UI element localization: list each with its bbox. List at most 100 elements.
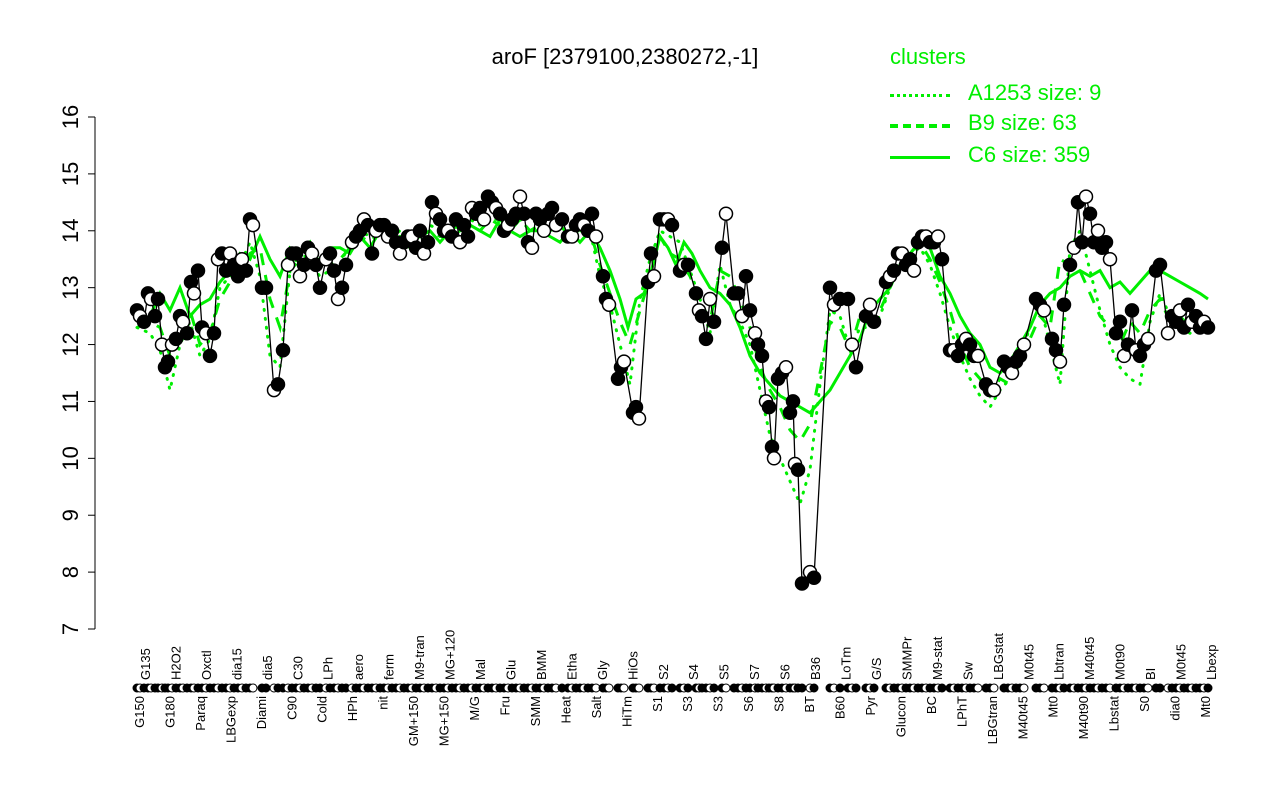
x-tick-label: HPh: [345, 696, 360, 721]
x-tick-label: M9-stat: [930, 636, 945, 680]
data-point: [536, 223, 552, 239]
x-tick-label: Lbexp: [1204, 645, 1219, 680]
data-point: [886, 263, 902, 278]
x-tick-label: HiTm: [619, 696, 634, 727]
condition-marker: [937, 683, 947, 693]
condition-marker: [809, 683, 819, 693]
data-point: [866, 314, 882, 330]
x-tick-label: LPh: [321, 657, 336, 680]
data-point: [766, 451, 782, 466]
data-point: [970, 348, 986, 364]
data-point: [150, 291, 166, 307]
x-tick-label: LoTm: [839, 647, 854, 680]
data-point: [554, 212, 570, 227]
data-point: [643, 246, 659, 261]
y-tick-label: 12: [58, 332, 83, 356]
data-point: [822, 280, 838, 295]
condition-marker: [1143, 683, 1153, 693]
data-point: [524, 240, 540, 256]
x-tick-label: S2: [656, 664, 671, 680]
cluster-line-dashed: [136, 217, 1209, 444]
x-tick-label: S0: [1137, 696, 1152, 712]
y-tick-label: 8: [58, 566, 83, 578]
data-point: [848, 360, 864, 375]
x-tick-label: M0t45: [1021, 644, 1036, 680]
x-tick-label: Glu: [503, 660, 518, 680]
x-axis-condition-strip: [132, 683, 1213, 693]
x-tick-label: S6: [778, 664, 793, 680]
data-point: [616, 354, 632, 369]
x-tick-label: LBGexp: [223, 696, 238, 743]
x-tick-label: Fru: [497, 696, 512, 716]
x-tick-label: M40t90: [1076, 696, 1091, 739]
expression-line: [129, 189, 1216, 591]
x-tick-label: HiOs: [625, 651, 640, 680]
condition-marker: [667, 683, 677, 693]
x-tick-label: Mt0: [1198, 696, 1213, 718]
x-axis-labels: G135 H2O2 Oxctl dia15 dia5 C30 LPh aero ferm M9-t…: [132, 630, 1219, 746]
data-point: [1056, 297, 1072, 312]
data-point: [1036, 303, 1052, 318]
data-point: [1098, 234, 1114, 250]
data-point: [738, 269, 754, 284]
x-tick-label: Lbstat: [1107, 696, 1122, 732]
y-tick-label: 14: [58, 219, 83, 243]
condition-marker: [835, 683, 845, 693]
data-point: [476, 212, 492, 227]
condition-marker: [721, 683, 731, 693]
data-point: [460, 229, 476, 244]
condition-marker: [989, 683, 999, 693]
x-tick-label: Etha: [564, 652, 579, 680]
data-point: [516, 206, 532, 221]
x-tick-label: dia5: [260, 655, 275, 680]
x-tick-label: G180: [162, 696, 177, 728]
x-tick-label: S5: [717, 664, 732, 680]
data-point: [906, 263, 922, 278]
data-point: [412, 223, 428, 239]
data-point: [840, 291, 856, 307]
data-point: [778, 360, 794, 375]
x-tick-label: G150: [132, 696, 147, 728]
data-point: [1078, 189, 1094, 204]
legend-label: A1253 size: 9: [968, 80, 1102, 105]
chart-title: aroF [2379100,2380272,-1]: [491, 44, 759, 69]
condition-marker: [1019, 683, 1029, 693]
x-tick-label: MG+120: [443, 630, 458, 680]
y-tick-label: 16: [58, 105, 83, 129]
data-point: [334, 280, 350, 295]
x-tick-label: Diami: [254, 696, 269, 729]
x-tick-label: Cold: [315, 696, 330, 723]
legend-label: C6 size: 359: [968, 142, 1091, 167]
data-point: [742, 303, 758, 318]
data-point: [844, 337, 860, 352]
y-tick-label: 15: [58, 162, 83, 186]
x-tick-label: S1: [650, 696, 665, 712]
data-point: [296, 257, 312, 273]
data-point: [631, 411, 647, 426]
x-tick-label: LBGtran: [985, 696, 1000, 744]
legend-title: clusters: [890, 44, 966, 69]
data-point: [754, 348, 770, 364]
condition-marker: [1039, 683, 1049, 693]
x-tick-label: M0t90: [1113, 644, 1128, 680]
data-point: [1082, 206, 1098, 221]
x-tick-label: LBGstat: [991, 633, 1006, 680]
data-point: [179, 325, 195, 341]
data-point: [190, 263, 206, 278]
data-point: [794, 576, 810, 591]
data-point: [1074, 234, 1090, 250]
data-point: [1200, 320, 1216, 335]
x-tick-label: H2O2: [168, 646, 183, 680]
data-point: [706, 314, 722, 330]
x-tick-label: nit: [376, 696, 391, 710]
data-point: [312, 280, 328, 295]
condition-marker: [619, 683, 629, 693]
data-point: [601, 297, 617, 312]
data-point: [288, 246, 304, 261]
data-point: [1090, 223, 1106, 239]
data-point: [1112, 314, 1128, 330]
x-tick-label: BC: [924, 696, 939, 714]
data-point: [238, 263, 254, 278]
x-tick-label: ferm: [382, 654, 397, 680]
